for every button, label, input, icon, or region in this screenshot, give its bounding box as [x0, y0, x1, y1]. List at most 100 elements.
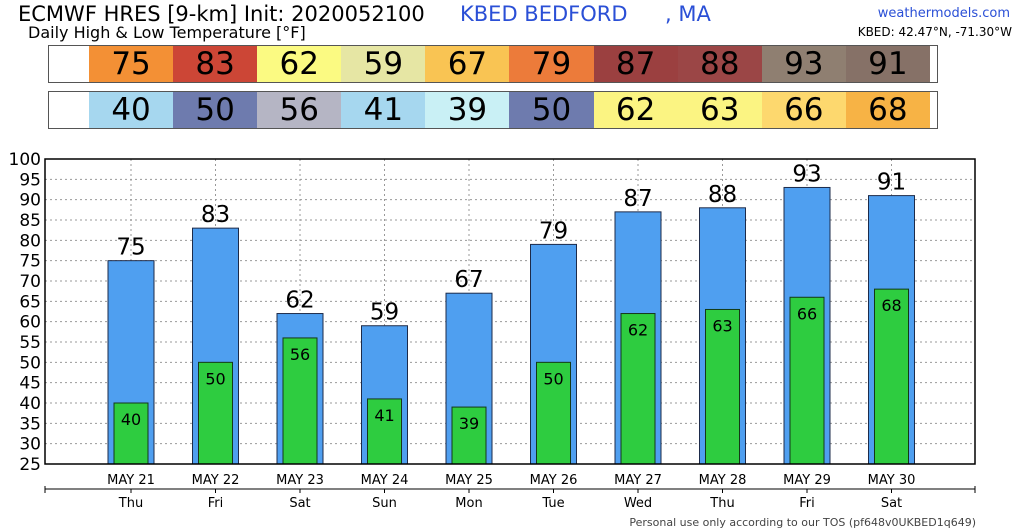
high-temp-cell: 87: [593, 46, 678, 82]
low-temp-bar: [620, 313, 656, 465]
low-temp-label: 50: [205, 369, 225, 388]
low-strip-end: [929, 92, 937, 128]
low-temp-cell: 40: [89, 92, 174, 128]
x-tick-label: MAY 28: [699, 473, 747, 488]
high-temp-cell: 91: [845, 46, 930, 82]
y-tick-label: 40: [19, 394, 41, 414]
tos-notice: Personal use only according to our TOS (…: [629, 516, 976, 529]
model-title: ECMWF HRES [9-km] Init: 2020052100: [18, 2, 425, 26]
station-coords: KBED: 42.47°N, -71.30°W: [857, 25, 1012, 39]
low-temp-bar: [789, 296, 825, 465]
x-tick-label: MAY 27: [614, 473, 662, 488]
y-tick-label: 35: [19, 414, 41, 434]
weekday-label: Thu: [709, 496, 734, 511]
x-tick-label: MAY 30: [868, 473, 916, 488]
y-tick-label: 80: [19, 231, 41, 251]
low-temp-label: 40: [121, 410, 141, 429]
high-temp-cell: 62: [257, 46, 342, 82]
high-temp-label: 87: [623, 186, 652, 212]
low-temp-label: 62: [628, 321, 648, 340]
weekday-label: Fri: [799, 496, 815, 511]
low-temp-cell: 56: [257, 92, 342, 128]
high-strip-blank: [49, 46, 89, 82]
y-tick-label: 95: [19, 170, 41, 190]
low-temp-bar: [536, 361, 571, 465]
high-temp-label: 91: [877, 170, 906, 196]
high-strip-end: [929, 46, 937, 82]
low-temp-bar: [874, 288, 909, 465]
site-link[interactable]: weathermodels.com: [877, 6, 1010, 21]
high-temp-cell: 83: [173, 46, 258, 82]
high-temp-label: 75: [116, 235, 145, 261]
low-temp-cell: 50: [173, 92, 258, 128]
y-tick-label: 85: [19, 211, 41, 231]
x-tick-label: MAY 29: [783, 473, 831, 488]
high-temp-label: 59: [370, 300, 399, 326]
plot-area: [45, 159, 975, 464]
low-temp-label: 68: [881, 296, 901, 315]
high-temp-label: 93: [792, 161, 821, 187]
high-temp-cell: 67: [425, 46, 510, 82]
high-temp-cell: 88: [677, 46, 762, 82]
station-state: , MA: [665, 2, 711, 26]
y-tick-label: 45: [19, 374, 41, 394]
weekday-label: Sat: [881, 496, 902, 511]
high-temp-label: 83: [201, 202, 230, 228]
y-tick-label: 25: [19, 455, 41, 475]
x-tick-label: MAY 25: [445, 473, 493, 488]
weekday-label: Sat: [289, 496, 310, 511]
high-temp-label: 79: [539, 218, 568, 244]
x-tick-label: MAY 22: [192, 473, 240, 488]
weekday-label: Fri: [208, 496, 224, 511]
low-temp-cell: 50: [509, 92, 594, 128]
low-temp-bar: [367, 398, 402, 465]
low-temp-label: 63: [712, 316, 732, 335]
y-tick-label: 70: [19, 272, 41, 292]
station-name: KBED BEDFORD: [460, 2, 628, 26]
y-tick-label: 50: [19, 353, 41, 373]
y-tick-label: 30: [19, 435, 41, 455]
y-tick-label: 60: [19, 313, 41, 333]
x-tick-label: MAY 24: [361, 473, 409, 488]
plot-frame: [44, 158, 976, 465]
high-temp-strip: 75 83 62 59 67 79 87 88 93 91: [48, 45, 938, 83]
y-tick-label: 55: [19, 333, 41, 353]
weekday-label: Tue: [541, 496, 564, 511]
high-temp-cell: 59: [341, 46, 426, 82]
low-temp-cell: 62: [593, 92, 678, 128]
high-temp-cell: 79: [509, 46, 594, 82]
high-temp-cell: 93: [761, 46, 846, 82]
low-temp-cell: 63: [677, 92, 762, 128]
weekday-label: Thu: [118, 496, 143, 511]
low-temp-cell: 66: [761, 92, 846, 128]
low-temp-bar: [198, 361, 233, 465]
low-temp-label: 66: [797, 304, 817, 323]
temperature-bar-chart: 2530354045505560657075808590951007540835…: [9, 150, 976, 511]
chart-subtitle: Daily High & Low Temperature [°F]: [28, 23, 306, 42]
x-tick-label: MAY 23: [276, 473, 324, 488]
weekday-label: Sun: [372, 496, 397, 511]
y-tick-label: 90: [19, 191, 41, 211]
high-temp-label: 67: [454, 267, 483, 293]
low-temp-bar: [451, 406, 487, 465]
low-temp-cell: 41: [341, 92, 426, 128]
low-strip-blank: [49, 92, 89, 128]
high-temp-cell: 75: [89, 46, 174, 82]
y-tick-label: 100: [9, 150, 41, 170]
low-temp-bar: [113, 402, 149, 465]
low-temp-label: 39: [459, 414, 479, 433]
low-temp-cell: 39: [425, 92, 510, 128]
low-temp-label: 56: [290, 345, 310, 364]
high-temp-label: 62: [285, 288, 314, 314]
x-tick-label: MAY 21: [107, 473, 155, 488]
weekday-label: Wed: [624, 496, 652, 511]
y-tick-label: 65: [19, 292, 41, 312]
low-temp-bar: [705, 308, 740, 465]
high-temp-label: 88: [708, 182, 737, 208]
low-temp-cell: 68: [845, 92, 930, 128]
low-temp-label: 41: [374, 406, 394, 425]
low-temp-bar: [282, 337, 318, 465]
low-temp-label: 50: [543, 369, 563, 388]
weekday-label: Mon: [455, 496, 482, 511]
x-tick-label: MAY 26: [530, 473, 578, 488]
